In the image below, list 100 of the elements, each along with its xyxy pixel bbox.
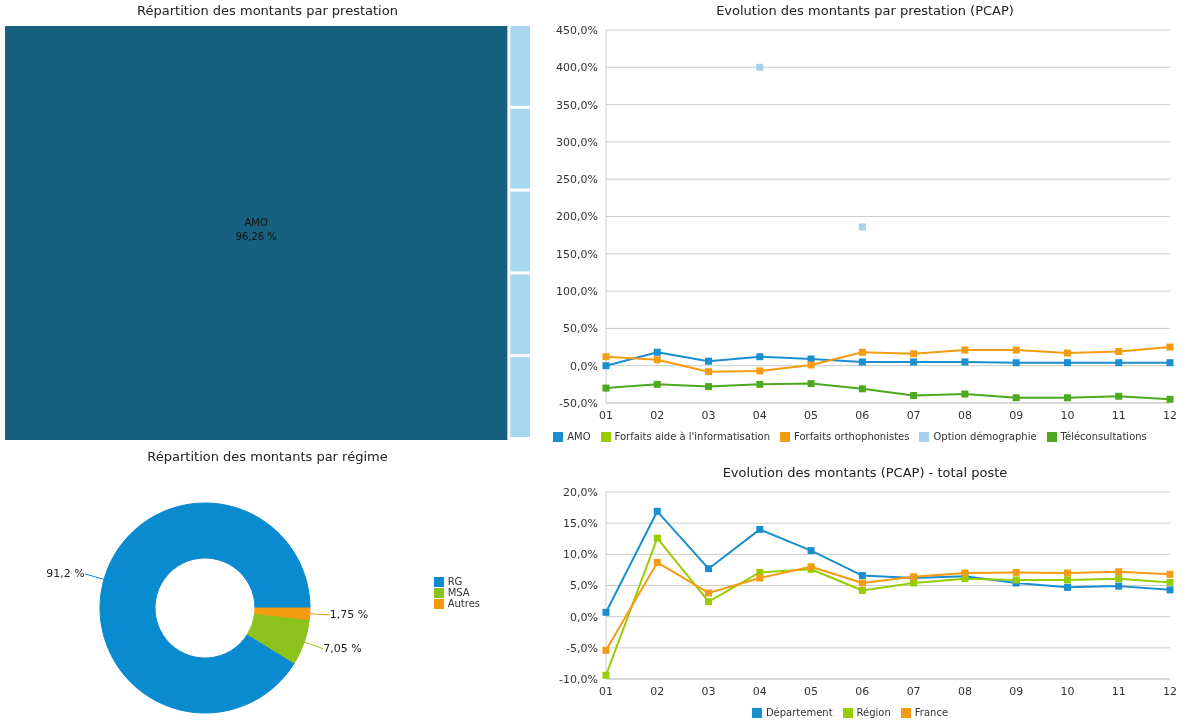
legend-label: RG bbox=[447, 575, 463, 587]
point bbox=[807, 361, 815, 369]
legend-label: Région bbox=[856, 707, 891, 718]
y-tick-label: -50,0% bbox=[559, 396, 598, 410]
x-tick-label: 09 bbox=[1009, 408, 1024, 422]
y-tick-label: 450,0% bbox=[556, 23, 598, 37]
data-label: 7,05 % bbox=[323, 642, 362, 656]
point bbox=[961, 390, 969, 398]
point bbox=[705, 383, 713, 391]
point bbox=[858, 579, 866, 587]
point bbox=[1166, 343, 1174, 351]
x-tick-label: 07 bbox=[906, 684, 921, 698]
point bbox=[756, 367, 764, 375]
point bbox=[1012, 359, 1020, 367]
y-tick-label: 0,0% bbox=[570, 359, 598, 373]
y-tick-label: -5,0% bbox=[566, 641, 598, 655]
chart-title: Evolution des montants par prestation (PCAP) bbox=[715, 2, 1015, 20]
x-tick-label: 11 bbox=[1111, 408, 1126, 422]
x-tick-label: 08 bbox=[957, 408, 972, 422]
x-tick-label: 06 bbox=[855, 684, 870, 698]
point bbox=[602, 608, 610, 616]
legend-label: Forfaits aide à l'informatisation bbox=[614, 431, 771, 442]
point bbox=[858, 572, 866, 580]
y-tick-label: 200,0% bbox=[556, 210, 598, 224]
x-tick-label: 06 bbox=[855, 408, 870, 422]
point bbox=[858, 358, 866, 366]
point bbox=[910, 358, 918, 366]
point bbox=[756, 574, 764, 582]
point bbox=[1063, 349, 1071, 357]
x-tick-label: 04 bbox=[752, 684, 767, 698]
x-tick-label: 12 bbox=[1163, 684, 1177, 698]
y-tick-label: 400,0% bbox=[556, 61, 598, 75]
point bbox=[653, 558, 661, 566]
point bbox=[653, 356, 661, 364]
legend-label: France bbox=[914, 707, 949, 718]
point bbox=[910, 392, 918, 400]
y-tick-label: 350,0% bbox=[556, 98, 598, 112]
x-tick-label: 02 bbox=[650, 408, 665, 422]
legend-label: Téléconsultations bbox=[1060, 431, 1147, 442]
point bbox=[756, 525, 764, 533]
point bbox=[1063, 394, 1071, 402]
point bbox=[705, 368, 713, 376]
y-tick-label: -10,0% bbox=[559, 672, 598, 686]
point bbox=[1115, 575, 1123, 583]
point bbox=[1115, 568, 1123, 576]
x-tick-label: 08 bbox=[957, 684, 972, 698]
point bbox=[910, 579, 918, 587]
x-tick-label: 01 bbox=[599, 684, 613, 698]
point bbox=[653, 380, 661, 388]
point bbox=[807, 380, 815, 388]
point bbox=[705, 589, 713, 597]
point bbox=[1063, 569, 1071, 577]
x-tick-label: 04 bbox=[752, 408, 767, 422]
point bbox=[1115, 359, 1123, 367]
point bbox=[1012, 394, 1020, 402]
point bbox=[1166, 586, 1174, 594]
x-tick-label: 09 bbox=[1009, 684, 1024, 698]
point bbox=[1115, 582, 1123, 590]
point bbox=[1166, 570, 1174, 578]
data-label: 96,26 % bbox=[235, 231, 277, 242]
point bbox=[910, 350, 918, 358]
text: Répartition des montants par prestation bbox=[136, 2, 399, 20]
point bbox=[858, 586, 866, 594]
point bbox=[602, 384, 610, 392]
y-tick-label: 300,0% bbox=[556, 135, 598, 149]
x-tick-label: 03 bbox=[701, 408, 716, 422]
y-tick-label: 100,0% bbox=[556, 285, 598, 299]
point bbox=[1063, 359, 1071, 367]
point bbox=[1012, 568, 1020, 576]
x-tick-label: 02 bbox=[650, 684, 665, 698]
point bbox=[653, 348, 661, 356]
point bbox=[756, 380, 764, 388]
point bbox=[858, 348, 866, 356]
point bbox=[1166, 578, 1174, 586]
x-tick-label: 05 bbox=[804, 408, 819, 422]
point bbox=[705, 598, 713, 606]
point bbox=[756, 353, 764, 361]
point bbox=[602, 646, 610, 654]
point bbox=[961, 358, 969, 366]
point bbox=[653, 534, 661, 542]
y-tick-label: 15,0% bbox=[563, 517, 598, 531]
data-label: 91,2 % bbox=[46, 567, 85, 581]
point bbox=[653, 507, 661, 515]
point bbox=[961, 346, 969, 354]
legend-label: Département bbox=[765, 707, 833, 718]
x-tick-label: 10 bbox=[1060, 684, 1075, 698]
data-label: 1,75 % bbox=[329, 608, 369, 622]
point bbox=[602, 362, 610, 370]
y-tick-label: 150,0% bbox=[556, 247, 598, 261]
point bbox=[1063, 583, 1071, 591]
y-tick-label: 250,0% bbox=[556, 173, 598, 187]
x-tick-label: 05 bbox=[804, 684, 819, 698]
point bbox=[705, 565, 713, 573]
x-tick-label: 11 bbox=[1111, 684, 1126, 698]
point bbox=[1166, 359, 1174, 367]
point bbox=[1012, 346, 1020, 354]
x-tick-label: 03 bbox=[701, 684, 716, 698]
legend-label: Autres bbox=[447, 597, 480, 609]
point bbox=[1166, 395, 1174, 403]
point bbox=[1115, 348, 1123, 356]
